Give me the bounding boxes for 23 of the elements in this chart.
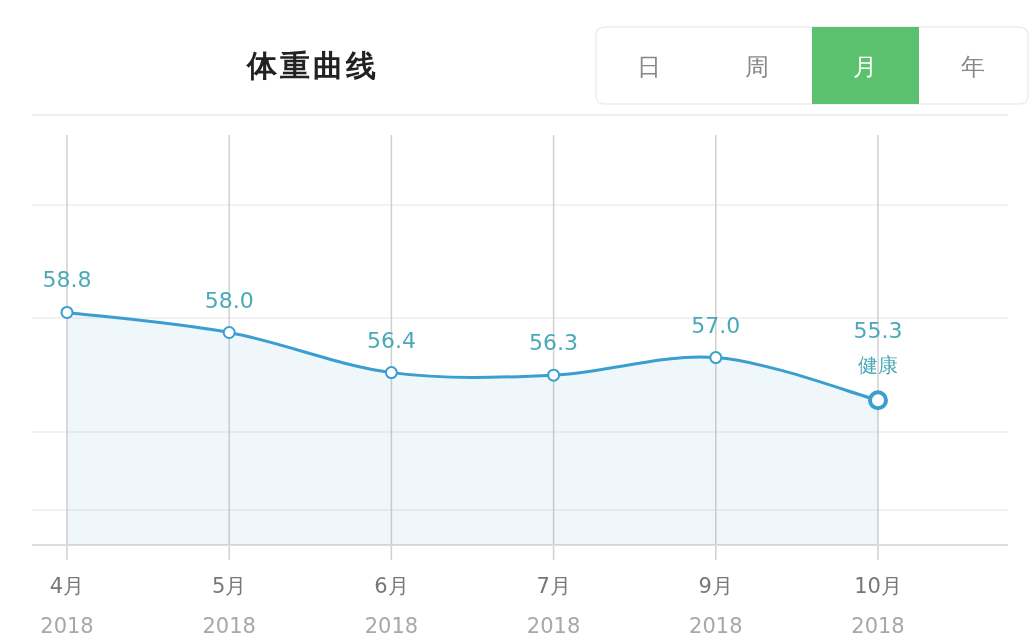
point bbox=[384, 366, 398, 380]
x-tick-label: 6月 2018 bbox=[364, 574, 419, 638]
point bbox=[709, 351, 723, 365]
x-tick-label: 4月 2018 bbox=[40, 574, 94, 638]
x-tick-label: 9月 2018 bbox=[689, 574, 743, 638]
data-label: 58.8 bbox=[42, 267, 92, 293]
data-label: 56.4 bbox=[366, 327, 416, 353]
point bbox=[222, 326, 236, 340]
point bbox=[60, 305, 74, 319]
text: 周 bbox=[745, 53, 769, 81]
annotation: 健康 bbox=[858, 353, 898, 378]
data-label: 58.0 bbox=[204, 287, 254, 313]
text: 月 bbox=[853, 53, 877, 81]
point bbox=[547, 368, 561, 382]
x-tick-label: 5月 2018 bbox=[202, 574, 256, 638]
data-label: 57.0 bbox=[691, 312, 741, 338]
text: 年 bbox=[961, 53, 985, 81]
x-tick-label: 7月 2018 bbox=[526, 574, 581, 638]
data-label: 55.3 bbox=[853, 318, 903, 344]
text: 日 bbox=[637, 53, 661, 81]
x-tick-label: 10月 2018 bbox=[851, 574, 905, 638]
data-label: 56.3 bbox=[529, 330, 579, 356]
chart-title: 体重曲线 bbox=[246, 48, 379, 83]
